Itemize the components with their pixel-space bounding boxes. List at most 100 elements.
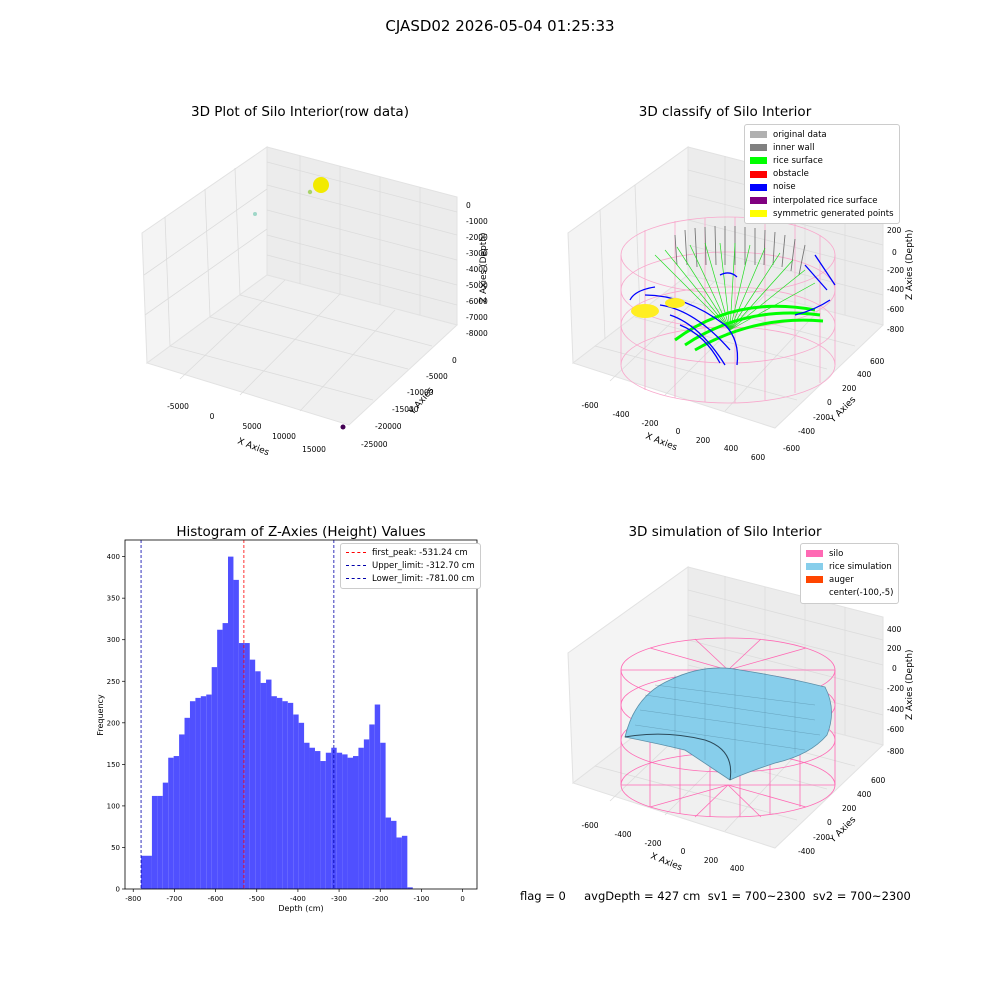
panel1-3d-plot: -5000 0 5000 10000 15000 X Axies 0 -5000… xyxy=(141,146,489,455)
histogram-bar xyxy=(244,643,250,889)
legend-item-rice-simulation: rice simulation xyxy=(806,560,893,573)
histogram-bar xyxy=(233,579,239,889)
p1-ztick-2: -2000 xyxy=(466,233,488,242)
legend-swatch xyxy=(750,170,767,178)
legend-label: rice simulation xyxy=(829,561,892,572)
legend-swatch xyxy=(806,563,823,571)
p4-ztick-4: -400 xyxy=(887,705,904,714)
p1-ytick-0: 0 xyxy=(452,356,457,365)
histogram-ylabel: Frequency xyxy=(96,694,105,736)
panel2-legend: original data inner wall rice surface ob… xyxy=(744,124,900,225)
p2-xtick-4: 200 xyxy=(696,436,711,445)
panel2-title: 3D classify of Silo Interior xyxy=(638,104,812,120)
histogram-bar xyxy=(168,757,174,889)
histogram-bar xyxy=(249,659,256,889)
legend-label: first_peak: -531.24 cm xyxy=(372,547,468,558)
p1-xtick-0: -5000 xyxy=(167,402,189,411)
histogram-bar xyxy=(184,717,190,889)
histogram-bar xyxy=(260,682,267,889)
p4-ztick-1: 200 xyxy=(887,644,902,653)
panel1-points xyxy=(253,177,346,430)
p2-ytick-5: -400 xyxy=(798,427,815,436)
x-tick-label: -500 xyxy=(249,895,265,903)
p1-ztick-1: -1000 xyxy=(466,217,488,226)
histogram-bar xyxy=(282,701,288,889)
histogram-bar xyxy=(374,704,381,889)
p4-ztick-3: -200 xyxy=(887,684,904,693)
histogram-vlines xyxy=(140,540,335,889)
legend-line xyxy=(346,552,366,554)
legend-label: silo xyxy=(829,548,844,559)
histogram-bar xyxy=(331,747,337,889)
histogram-x-ticks: -800 -700 -600 -500 -400 -300 -200 -100 0 xyxy=(125,889,465,903)
legend-label: noise xyxy=(773,182,796,193)
p4-ytick-4: -200 xyxy=(813,833,830,842)
legend-label: symmetric generated points xyxy=(773,208,894,219)
p2-ylabel: Y Axies xyxy=(827,395,858,426)
legend-item-first-peak: first_peak: -531.24 cm xyxy=(346,546,475,559)
p1-xtick-2: 5000 xyxy=(242,422,261,431)
x-tick-label: -200 xyxy=(372,895,388,903)
p2-ztick-4: -600 xyxy=(887,305,904,314)
x-tick-label: -800 xyxy=(125,895,141,903)
histogram-bar xyxy=(347,757,353,889)
panel4-title: 3D simulation of Silo Interior xyxy=(628,524,822,540)
p1-ztick-3: -3000 xyxy=(466,249,488,258)
histogram-bar xyxy=(238,643,245,889)
histogram-bar xyxy=(352,756,359,889)
histogram-bar xyxy=(304,742,310,889)
p1-ytick-3: -15000 xyxy=(392,405,419,414)
histogram-bar xyxy=(217,629,223,889)
histogram-xlabel: Depth (cm) xyxy=(278,904,323,913)
histogram-bar xyxy=(255,671,261,889)
legend-swatch xyxy=(750,131,767,139)
histogram-frame xyxy=(124,539,478,890)
p2-xtick-0: -600 xyxy=(581,401,598,410)
p1-ytick-5: -25000 xyxy=(361,440,388,449)
legend-swatch xyxy=(806,590,823,597)
p1-ytick-4: -20000 xyxy=(375,422,402,431)
histogram-bar xyxy=(173,756,180,889)
x-tick-label: -300 xyxy=(331,895,347,903)
x-tick-label: -700 xyxy=(166,895,182,903)
legend-item-original-data: original data xyxy=(750,128,894,141)
histogram-bar xyxy=(146,855,152,889)
p2-ytick-6: -600 xyxy=(783,444,800,453)
histogram-bar xyxy=(141,855,147,889)
p4-ztick-5: -600 xyxy=(887,725,904,734)
legend-item-inner-wall: inner wall xyxy=(750,141,894,154)
legend-label: center(-100,-5) xyxy=(829,588,894,599)
p4-xtick-5: 400 xyxy=(730,864,745,873)
x-tick-label: -400 xyxy=(290,895,306,903)
histogram-bar xyxy=(325,752,332,889)
footer-status-text: flag = 0 avgDepth = 427 cm sv1 = 700~230… xyxy=(520,889,911,903)
y-tick-label: 400 xyxy=(107,553,120,561)
figure-suptitle: CJASD02 2026-05-04 01:25:33 xyxy=(385,17,615,35)
panel4-3d-plot: -600 -400 -200 0 200 400 X Axies 600 400… xyxy=(567,566,915,873)
legend-label: rice surface xyxy=(773,155,823,166)
p4-xtick-1: -400 xyxy=(614,830,631,839)
p2-zlabel: Z Axies (Depth) xyxy=(905,229,915,300)
p1-xtick-3: 10000 xyxy=(272,432,296,441)
p1-ztick-7: -7000 xyxy=(466,313,488,322)
legend-item-symmetric: symmetric generated points xyxy=(750,207,894,220)
p2-ztick-1: 0 xyxy=(892,248,897,257)
legend-label: Lower_limit: -781.00 cm xyxy=(372,573,475,584)
legend-swatch xyxy=(806,576,823,584)
histogram-bar xyxy=(195,697,201,889)
p4-ytick-3: 0 xyxy=(827,818,832,827)
legend-label: obstacle xyxy=(773,169,809,180)
y-tick-label: 300 xyxy=(107,636,120,644)
histogram-bar xyxy=(320,761,326,889)
p4-ztick-2: 0 xyxy=(892,664,897,673)
p2-xtick-3: 0 xyxy=(676,427,681,436)
legend-swatch xyxy=(806,550,823,558)
p2-xlabel: X Axies xyxy=(644,432,679,454)
panel1-title: 3D Plot of Silo Interior(row data) xyxy=(191,104,409,120)
histogram-chart: -800 -700 -600 -500 -400 -300 -200 -100 0 0 50 100… xyxy=(96,539,478,913)
histogram-bar xyxy=(293,714,299,889)
histogram-bar xyxy=(407,887,413,889)
legend-label: interpolated rice surface xyxy=(773,195,878,206)
p4-xtick-4: 200 xyxy=(704,856,719,865)
histogram-bar xyxy=(151,795,158,889)
